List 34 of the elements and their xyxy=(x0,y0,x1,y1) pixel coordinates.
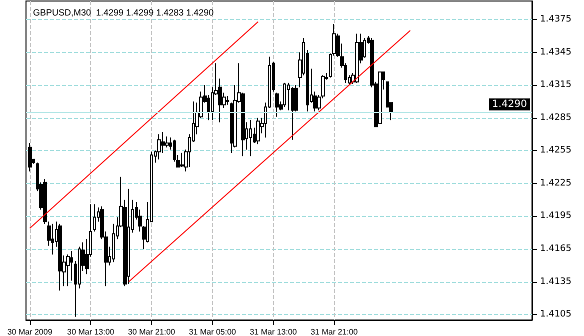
candlestick xyxy=(127,188,130,284)
x-tick-label: 31 Mar 05:00 xyxy=(188,328,237,336)
candlestick xyxy=(256,117,260,145)
y-tick-label: 1.4285 xyxy=(540,112,572,123)
candlestick xyxy=(275,92,279,118)
x-tick-label: 30 Mar 21:00 xyxy=(128,328,176,336)
candlestick xyxy=(66,254,70,287)
candlestick xyxy=(93,204,96,232)
text: GBPUSD,M30 1.4299 1.4299 1.4283 1.4290 xyxy=(33,8,214,18)
candlestick xyxy=(283,82,286,108)
y-tick-label: 1.4165 xyxy=(540,244,572,254)
y-tick-label: 1.4345 xyxy=(540,47,572,58)
y-tick-label: 1.4315 xyxy=(540,80,572,90)
candlestick xyxy=(355,33,359,84)
candlestick xyxy=(226,96,229,106)
y-tick-label: 1.4255 xyxy=(540,146,572,156)
x-tick-label: 30 Mar 2009 xyxy=(7,328,53,336)
y-tick-label: 1.4375 xyxy=(540,14,572,25)
candlestick xyxy=(249,120,252,157)
candlestick xyxy=(157,134,161,160)
y-tick-label: 1.4135 xyxy=(540,276,572,287)
candlestick xyxy=(58,223,62,292)
x-tick-label: 30 Mar 13:00 xyxy=(67,328,115,336)
x-tick-label: 31 Mar 13:00 xyxy=(250,328,298,336)
y-tick-label: 1.4105 xyxy=(540,310,572,320)
candlestick xyxy=(28,142,32,172)
candlestick xyxy=(180,152,184,168)
candlestick xyxy=(378,72,382,124)
candlestick xyxy=(291,86,294,140)
x-tick-label: 31 Mar 21:00 xyxy=(310,328,358,336)
ref-line-label: 1.4290 xyxy=(492,98,527,110)
y-tick-label: 1.4225 xyxy=(540,178,572,188)
candlestick xyxy=(51,223,54,255)
y-tick-label: 1.4195 xyxy=(540,211,572,222)
